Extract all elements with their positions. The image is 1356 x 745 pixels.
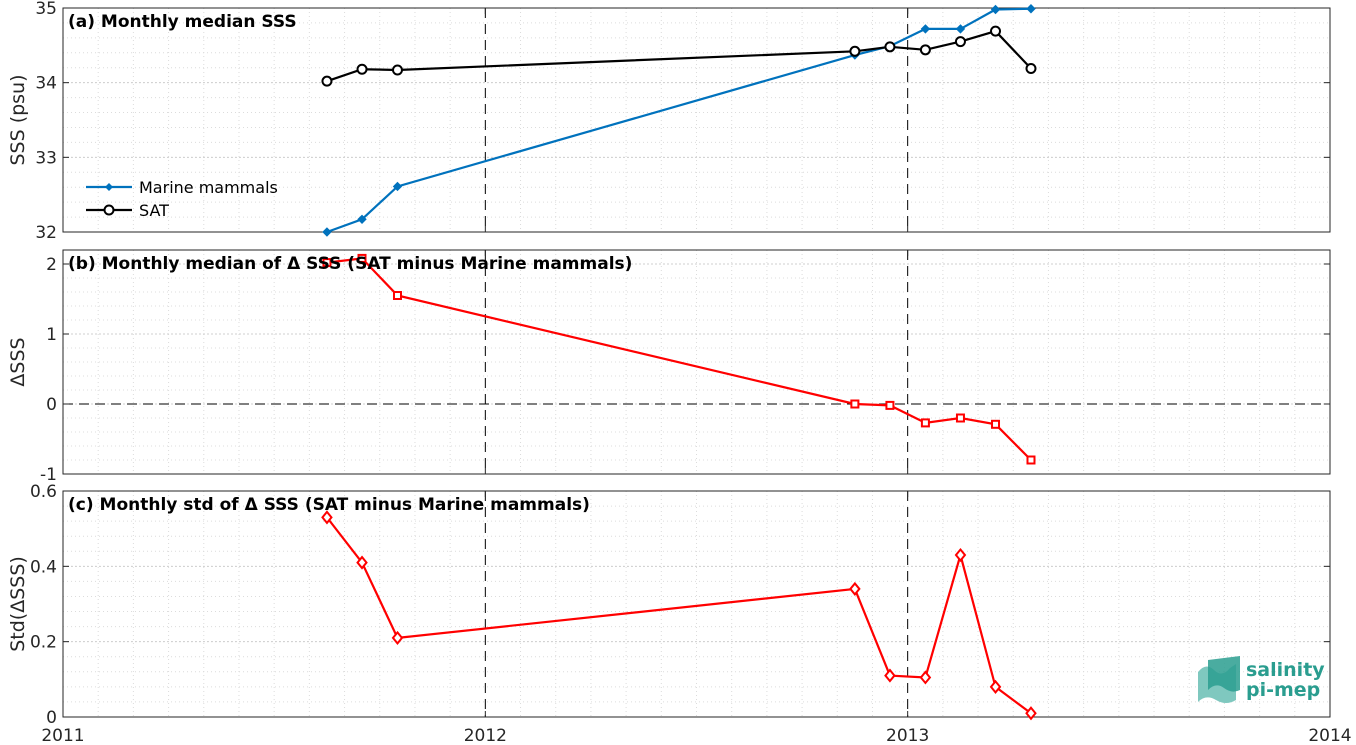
data-point-0-3	[850, 399, 860, 409]
logo-wave-icon-back	[1208, 656, 1240, 692]
legend-marker-0	[105, 183, 113, 191]
data-point-0-1	[356, 555, 368, 570]
data-point-0-8	[1026, 4, 1036, 14]
y-tick-label: 0	[46, 395, 57, 415]
y-tick-label: 2	[46, 255, 57, 275]
panel-2: -1 0 1 2 (b) Monthly median of Δ SSS (SAT mi…	[7, 249, 1331, 485]
y-tick-label: -1	[40, 465, 57, 485]
axes-frame	[62, 490, 1331, 718]
data-point-1-6	[954, 36, 966, 48]
legend-label-0: Marine mammals	[139, 178, 278, 197]
data-point-0-7	[989, 679, 1002, 694]
data-point-0-1	[357, 214, 367, 225]
y-tick-label: 0	[46, 708, 57, 728]
data-point-1-1	[356, 63, 368, 75]
panel-title: (a) Monthly median SSS	[68, 12, 297, 32]
data-point-0-2	[392, 181, 403, 192]
axes-frame	[62, 249, 1331, 475]
logo-text-line1: salinity	[1246, 659, 1325, 681]
panel-title: (b) Monthly median of Δ SSS (SAT minus M…	[68, 254, 632, 274]
x-tick-label: 2012	[464, 726, 507, 745]
data-point-0-0	[322, 258, 332, 268]
y-tick-label: 35	[35, 0, 57, 19]
data-point-1-7	[990, 25, 1002, 37]
y-axis-label: SSS (psu)	[7, 74, 29, 165]
y-tick-label: 1	[46, 325, 57, 345]
y-tick-label: 33	[35, 148, 57, 168]
data-point-1-2	[391, 64, 403, 76]
panel-title: (c) Monthly std of Δ SSS (SAT minus Mari…	[68, 495, 590, 515]
legend: Marine mammals SAT	[86, 178, 278, 220]
data-point-0-5	[920, 24, 931, 34]
data-point-0-8	[1026, 455, 1036, 465]
data-point-1-4	[884, 41, 896, 53]
data-point-0-7	[990, 4, 1001, 15]
y-tick-label: 34	[35, 74, 57, 94]
legend-marker-1	[103, 204, 115, 216]
y-axis-label: Std(ΔSSS)	[7, 556, 29, 652]
x-tick-label: 2011	[41, 726, 84, 745]
data-point-0-4	[885, 400, 895, 410]
data-point-0-0	[322, 227, 332, 237]
salinity-pi-mep-logo: salinity pi-mep	[1198, 656, 1325, 703]
x-tick-label: 2013	[886, 726, 929, 745]
data-point-0-4	[884, 668, 896, 683]
data-point-0-7	[991, 419, 1001, 429]
data-point-0-2	[391, 630, 404, 645]
panel-3: 0 0.2 0.4 0.6 (c) Monthly std of Δ SSS (SAT …	[7, 482, 1352, 745]
y-tick-label: 0.2	[30, 633, 57, 653]
axes-frame	[62, 7, 1331, 233]
logo-text-line2: pi-mep	[1246, 679, 1320, 701]
data-point-1-5	[919, 44, 931, 56]
data-point-0-6	[954, 547, 967, 563]
x-tick-label: 2014	[1308, 726, 1351, 745]
data-point-0-6	[955, 413, 965, 423]
data-point-0-3	[849, 581, 861, 597]
data-point-0-5	[919, 670, 932, 685]
data-point-0-1	[357, 253, 367, 263]
y-tick-label: 0.6	[30, 482, 57, 502]
data-point-1-0	[321, 75, 333, 87]
y-tick-label: 32	[35, 223, 57, 243]
data-point-0-2	[392, 291, 402, 300]
data-point-0-6	[955, 24, 966, 34]
data-point-1-3	[849, 45, 861, 57]
data-point-0-0	[321, 510, 333, 525]
y-axis-label: ΔSSS	[7, 337, 29, 386]
data-point-0-8	[1025, 706, 1037, 721]
data-point-0-5	[920, 418, 930, 428]
y-tick-label: 0.4	[30, 557, 57, 577]
legend-label-1: SAT	[139, 201, 169, 220]
data-point-1-8	[1025, 62, 1037, 74]
panel-1: 32 33 34 35 (a) Monthly median SSS SSS (psu) M…	[7, 0, 1331, 243]
